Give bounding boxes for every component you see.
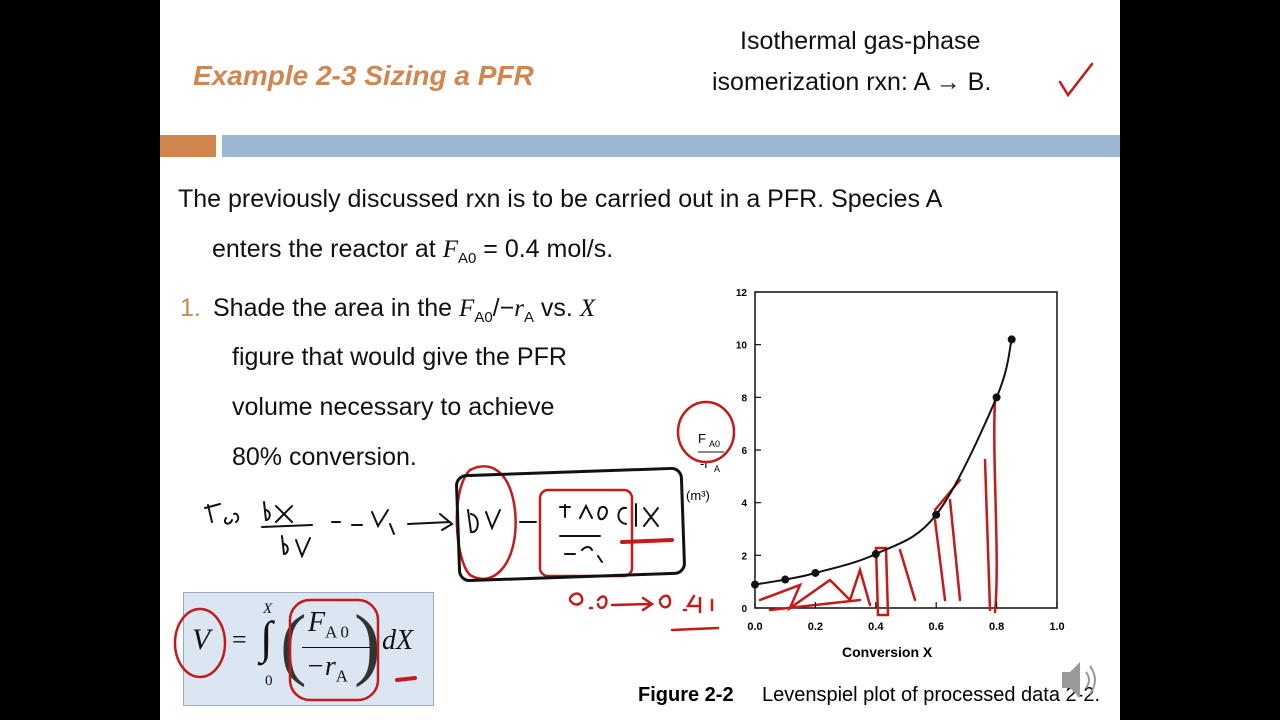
y-tick-label: 8 — [741, 393, 747, 404]
circle — [676, 400, 736, 464]
formula-den: −rA — [306, 651, 348, 687]
formula-symbol: 0 — [265, 673, 273, 689]
x-tick-label: 0.4 — [868, 621, 884, 633]
point — [751, 580, 759, 589]
y-tick-label: 6 — [741, 446, 747, 457]
text: = 0.4 mol/s. — [476, 235, 614, 263]
subscript: A0 — [457, 250, 477, 267]
question-line: Shade the area in the FA0/−rA vs. X — [213, 294, 595, 326]
subscript: A — [523, 309, 534, 326]
header-bar — [222, 135, 1120, 157]
text: Shade the area in the — [213, 294, 460, 322]
underline — [395, 676, 417, 682]
caption: Figure 2-2 — [638, 684, 734, 706]
y-tick-label: 12 — [736, 288, 748, 299]
y-tick-label: 2 — [741, 551, 747, 562]
y-tick-label: 0 — [741, 604, 747, 615]
slide-title: Example 2-3 Sizing a PFR — [193, 60, 534, 91]
question-line: 80% conversion. — [232, 443, 417, 471]
check-mark — [1058, 62, 1094, 98]
subscript: A 0 — [325, 622, 349, 642]
text: /− — [492, 294, 515, 322]
formula-symbol: V — [192, 623, 211, 656]
note-line: Isothermal gas-phase — [740, 27, 981, 55]
point — [992, 393, 1001, 402]
circle — [173, 607, 227, 679]
speaker-waves — [1085, 665, 1096, 695]
symbol: F — [442, 236, 458, 263]
point — [811, 568, 820, 577]
box — [455, 466, 686, 583]
symbol: r — [514, 295, 524, 322]
point — [1007, 335, 1016, 344]
formula-num: FA 0 — [308, 607, 349, 643]
y-axis-label: A0 — [709, 439, 720, 449]
point — [932, 510, 941, 519]
circle — [538, 488, 634, 578]
underline — [620, 538, 674, 544]
formula-symbol: ∫ — [260, 612, 273, 663]
symbol: X — [579, 295, 596, 322]
caption: Levenspiel plot of processed data 2-2. — [762, 684, 1100, 706]
formula-symbol: dX — [382, 625, 414, 656]
note-line: isomerization rxn: A → B. — [712, 68, 992, 96]
fraction-bar — [302, 647, 370, 648]
point — [781, 575, 790, 584]
y-axis-label: A — [714, 464, 720, 474]
accent-bar — [160, 135, 216, 157]
formula-symbol: = — [232, 625, 247, 654]
handwriting — [568, 592, 720, 632]
ink-equation — [204, 466, 686, 583]
y-tick-label: 10 — [736, 341, 748, 352]
text: enters the reactor at — [212, 235, 443, 263]
item-number: 1. — [180, 294, 201, 322]
question-line: volume necessary to achieve — [232, 393, 555, 421]
ink-annotations — [173, 62, 1094, 702]
y-axis-label: (m³) — [686, 488, 710, 503]
intro-line: enters the reactor at FA0 = 0.4 mol/s. — [212, 235, 613, 267]
point — [871, 550, 880, 559]
symbol: F — [459, 295, 475, 322]
y-tick-label: 4 — [741, 499, 747, 510]
x-tick-label: 0.6 — [929, 621, 944, 633]
circle — [455, 465, 517, 581]
symbol: F — [308, 607, 326, 638]
circle — [288, 598, 380, 702]
y-axis-label: F — [698, 431, 706, 446]
x-tick-label: 0.0 — [747, 621, 762, 633]
x-tick-label: 0.8 — [989, 621, 1004, 633]
formula-symbol: X — [263, 601, 273, 617]
handwriting — [204, 501, 659, 563]
paren: ( — [280, 600, 307, 688]
x-tick-label: 0.2 — [808, 621, 823, 633]
question-line: figure that would give the PFR — [232, 343, 567, 371]
shading — [758, 398, 998, 617]
x-axis-label: Conversion X — [842, 644, 933, 660]
y-axis-label: -r — [700, 456, 709, 471]
speaker-icon — [1062, 662, 1096, 698]
speaker — [1062, 662, 1080, 698]
text: vs. — [533, 294, 580, 322]
subscript: A — [335, 666, 348, 686]
symbol: −r — [306, 651, 336, 682]
x-tick-label: 1.0 — [1049, 621, 1064, 633]
subscript: A0 — [474, 309, 493, 326]
intro-line: The previously discussed rxn is to be ca… — [178, 185, 943, 213]
